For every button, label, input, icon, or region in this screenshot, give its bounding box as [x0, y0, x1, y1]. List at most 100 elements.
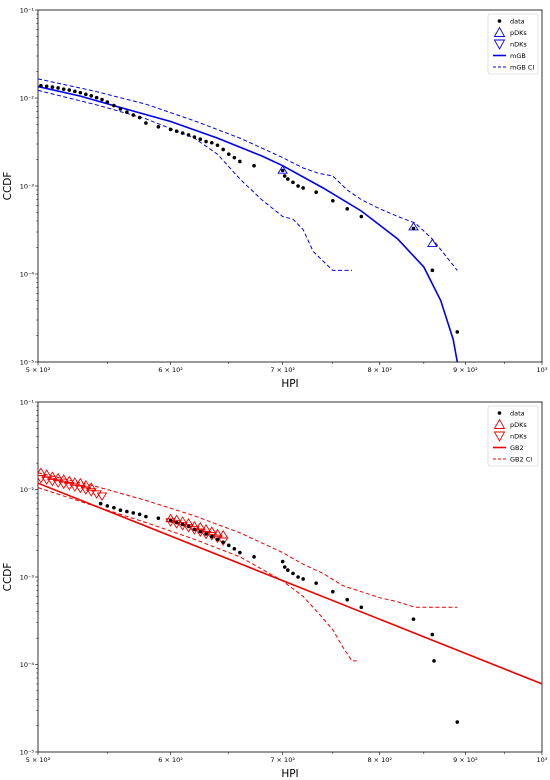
data-point [84, 92, 88, 97]
y-axis-label: CCDF [2, 172, 14, 201]
x-axis-label: HPI [281, 768, 298, 780]
legend-label: mGB [510, 52, 526, 60]
data-point [204, 139, 208, 144]
pdk-marker [277, 165, 288, 174]
data-point [430, 268, 435, 273]
data-point [215, 537, 220, 542]
legend-swatch [493, 39, 506, 50]
y-tick-label: 10⁻⁵ [20, 749, 35, 757]
data-point [282, 565, 287, 569]
data-point [125, 110, 129, 114]
y-tick-label: 10⁻³ [20, 574, 35, 582]
data-point [291, 180, 295, 185]
data-point [105, 100, 110, 104]
y-tick-label: 10⁻¹ [20, 399, 35, 407]
data-point [144, 121, 148, 125]
data-point [282, 174, 287, 178]
data-point [432, 659, 436, 663]
data-point [44, 84, 49, 89]
legend-swatch [493, 418, 506, 429]
plot-area [38, 78, 460, 362]
data-point [280, 559, 285, 564]
data-point [73, 89, 77, 94]
plot-frame [37, 401, 543, 753]
data-point [50, 85, 55, 89]
data-point [221, 147, 225, 152]
ci-line [38, 487, 357, 662]
data-point [238, 159, 242, 164]
legend-swatch [497, 411, 502, 415]
y-tick-label: 10⁻² [20, 486, 35, 494]
data-point [314, 581, 318, 585]
data-point [331, 589, 335, 594]
y-axis-label: CCDF [2, 563, 14, 592]
pdk-marker [69, 477, 81, 486]
data-point [215, 143, 220, 148]
data-point [39, 83, 43, 88]
data-point [144, 514, 148, 519]
x-tick-label: 5 × 10² [26, 366, 51, 374]
plot-1: 5 × 10² 6 × 10² 7 × 10² 8 × 10² 9 × 10² 10³ 10… [2, 7, 548, 391]
data-point [168, 127, 173, 132]
data-point [98, 501, 103, 506]
legend: data pDKs nDKs mGB mGB CI [487, 13, 539, 75]
pdk-marker [63, 475, 75, 485]
pdk-marker [206, 526, 218, 535]
legend-label: GB2 [510, 444, 524, 452]
data-point [314, 190, 318, 195]
legend-label: mGB CI [510, 63, 534, 71]
x-tick-label: 8 × 10² [367, 756, 392, 764]
data-point [156, 125, 161, 129]
ci-line [38, 78, 458, 271]
data-point [455, 330, 460, 334]
x-tick-label: 10³ [537, 366, 548, 374]
data-point [252, 555, 256, 559]
data-point [118, 508, 123, 513]
data-point [226, 152, 231, 156]
data-point [198, 137, 203, 142]
ci-line [38, 89, 352, 271]
plot-area [38, 467, 542, 724]
pdk-marker [427, 238, 438, 248]
data-point [168, 518, 173, 523]
data-point [280, 168, 285, 173]
data-point [291, 571, 295, 576]
data-point [156, 516, 161, 520]
data-point [209, 140, 214, 145]
pdk-marker [80, 479, 92, 489]
data-point [226, 543, 231, 548]
y-tick-label: 10⁻⁴ [20, 661, 35, 669]
data-point [411, 226, 416, 231]
data-point [180, 131, 185, 135]
plot-frame [37, 9, 543, 363]
data-point [359, 605, 364, 610]
y-tick-label: 10⁻¹ [20, 7, 35, 15]
data-point [221, 540, 225, 544]
pdk-marker [212, 528, 223, 538]
data-point [411, 617, 416, 621]
data-point [61, 87, 66, 91]
data-point [359, 214, 364, 219]
data-point [286, 177, 290, 181]
data-point [105, 504, 110, 508]
data-point [204, 532, 208, 536]
legend-label: data [510, 409, 525, 417]
x-tick-label: 9 × 10² [453, 366, 478, 374]
data-point [296, 184, 300, 188]
fit-line [38, 85, 459, 362]
y-tick-label: 10⁻² [20, 95, 35, 103]
data-point [345, 597, 350, 602]
data-point [301, 186, 305, 190]
data-point [186, 524, 191, 529]
y-tick-label: 10⁻⁵ [20, 359, 35, 367]
legend-swatch [497, 19, 502, 23]
pdk-marker [41, 469, 52, 478]
data-point [131, 511, 136, 515]
legend-label: nDKs [510, 40, 527, 48]
data-point [286, 568, 290, 572]
ndk-marker [212, 534, 223, 544]
data-point [112, 103, 116, 108]
x-tick-label: 6 × 10² [158, 756, 183, 764]
data-point [198, 529, 203, 534]
x-axis-label: HPI [281, 378, 298, 390]
